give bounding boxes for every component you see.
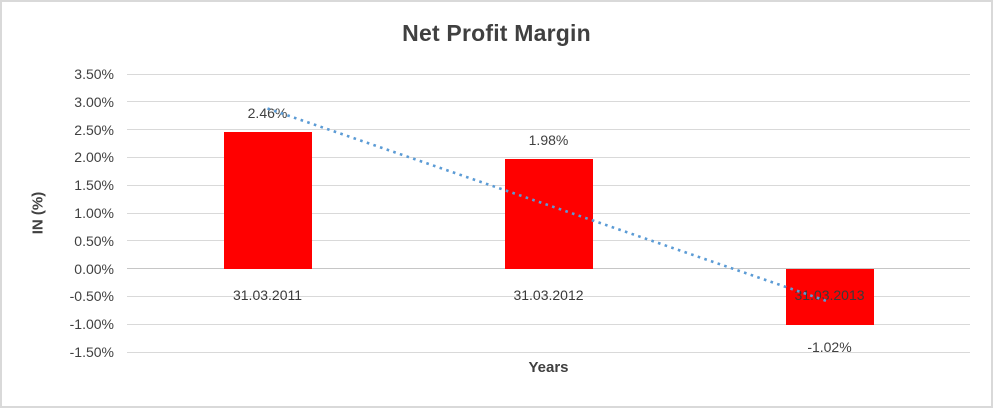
- category-label: 31.03.2013: [794, 286, 865, 303]
- bar: [223, 131, 312, 269]
- chart-title: Net Profit Margin: [402, 20, 591, 46]
- y-tick-label: 1.00%: [74, 205, 114, 221]
- bar: [504, 158, 593, 269]
- y-axis-title: IN (%): [29, 191, 47, 235]
- bar-value-label: -1.02%: [807, 339, 852, 356]
- y-tick-label: 2.00%: [74, 149, 114, 166]
- y-tick-label: 3.50%: [74, 66, 114, 82]
- bar-value-label: 1.98%: [528, 131, 569, 148]
- gridline: [127, 73, 970, 75]
- y-tick-label: 0.50%: [74, 232, 114, 249]
- category-label: 31.03.2011: [232, 286, 303, 303]
- category-label: 31.03.2012: [513, 286, 584, 303]
- gridline: [127, 101, 970, 103]
- x-axis-title: Years: [528, 359, 569, 376]
- y-tick-label: 1.50%: [74, 177, 114, 194]
- gridline: [127, 323, 970, 325]
- y-tick-label: 3.00%: [74, 93, 114, 110]
- y-tick-label: 0.00%: [74, 260, 114, 277]
- y-tick-label: -1.00%: [69, 316, 114, 333]
- y-tick-label: -1.50%: [69, 344, 114, 360]
- gridline: [127, 351, 970, 353]
- y-tick-label: 2.50%: [74, 121, 114, 138]
- y-tick-label: -0.50%: [69, 288, 114, 305]
- bar-value-label: 2.46%: [247, 104, 288, 121]
